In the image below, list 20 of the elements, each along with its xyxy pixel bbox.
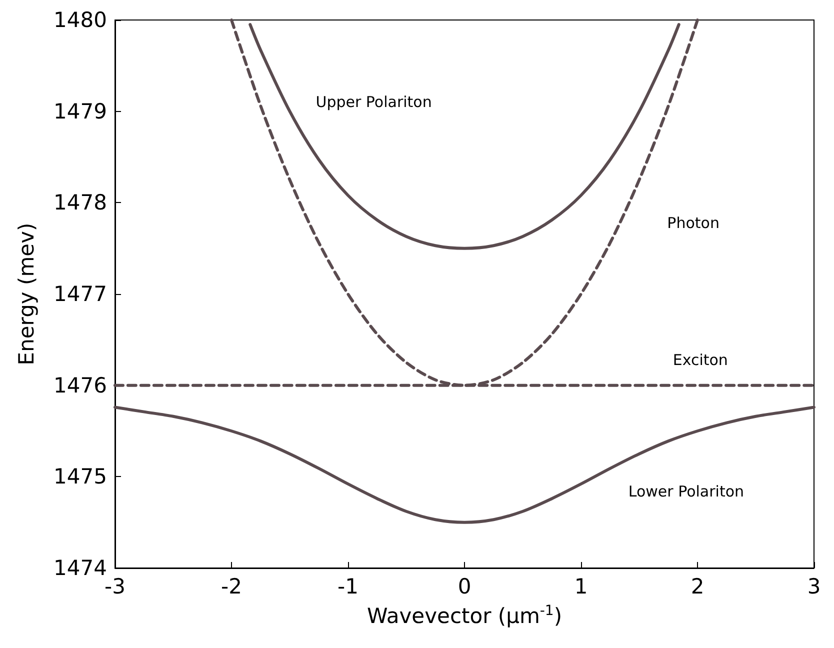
y-tick-label: 1478 [54, 190, 107, 215]
series-label: Lower Polariton [628, 482, 744, 500]
series-label: Exciton [672, 350, 728, 369]
y-axis-title: Energy (mev) [14, 222, 38, 366]
x-tick-label: -2 [221, 574, 242, 598]
y-tick-label: 1480 [54, 8, 107, 32]
x-tick-label: -3 [104, 574, 126, 598]
y-tick-label: 1476 [54, 373, 107, 398]
y-tick-label: 1479 [54, 99, 107, 124]
x-tick-label: 3 [807, 574, 821, 598]
y-tick-label: 1475 [54, 464, 107, 489]
series-label: Upper Polariton [316, 93, 432, 112]
x-tick-label: 0 [458, 574, 472, 598]
text: Photon [667, 214, 720, 232]
line-series [114, 406, 816, 524]
x-tick-label: 2 [690, 574, 704, 598]
x-tick-label: -1 [338, 574, 358, 598]
y-tick-label: 1474 [54, 556, 107, 580]
x-tick-label: 1 [574, 574, 588, 598]
y-tick-label: 1477 [54, 282, 107, 306]
